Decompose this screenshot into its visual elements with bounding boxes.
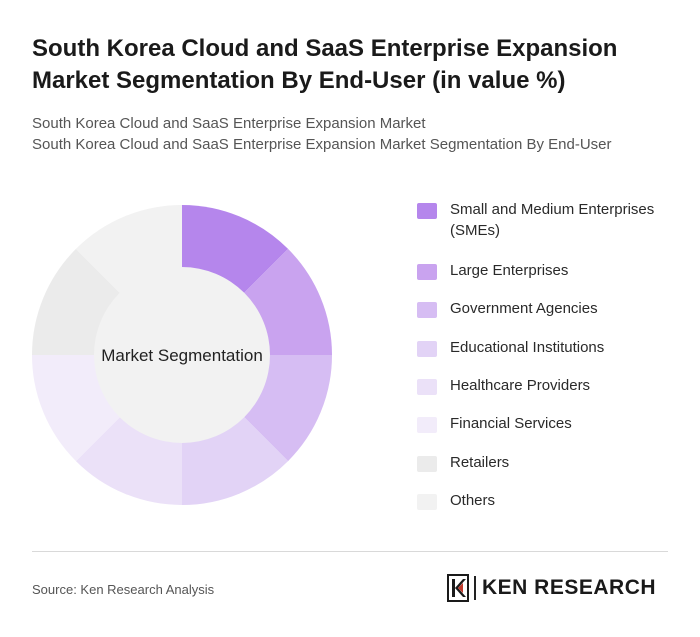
subtitle-line-1: South Korea Cloud and SaaS Enterprise Ex… (32, 115, 426, 132)
legend-swatch (417, 203, 437, 219)
legend-swatch (417, 264, 437, 280)
legend-swatch (417, 379, 437, 395)
legend-item: Large Enterprises (417, 260, 670, 281)
ken-research-logo-icon (447, 574, 469, 602)
legend-label: Educational Institutions (450, 339, 605, 356)
center-label: Market Segmentation (101, 346, 263, 365)
legend-swatch (417, 302, 437, 318)
logo-separator (474, 576, 476, 600)
legend-label: Others (450, 492, 496, 509)
legend-label: Retailers (450, 454, 510, 471)
donut-center (94, 267, 270, 443)
source-note: Source: Ken Research Analysis (32, 582, 215, 597)
legend-item: Retailers (417, 452, 670, 473)
legend-swatch (417, 417, 437, 433)
legend-swatch (417, 341, 437, 357)
legend-label: Large Enterprises (450, 262, 569, 279)
ken-research-logo: KEN RESEARCH (447, 574, 656, 602)
donut-chart: Market Segmentation (31, 204, 333, 506)
legend-label: Government Agencies (450, 300, 598, 317)
logo-wordmark: KEN RESEARCH (482, 576, 657, 599)
chart-subtitle: South Korea Cloud and SaaS Enterprise Ex… (32, 113, 672, 155)
legend-swatch (417, 456, 437, 472)
legend-label: Financial Services (450, 415, 572, 432)
chart-title: South Korea Cloud and SaaS Enterprise Ex… (32, 35, 618, 94)
legend-item: Educational Institutions (417, 337, 670, 358)
donut-chart-svg: Market Segmentation (32, 205, 332, 505)
legend-item: Financial Services (417, 413, 670, 434)
legend-item: Others (417, 490, 670, 511)
legend-swatch (417, 494, 437, 510)
subtitle-line-2: South Korea Cloud and SaaS Enterprise Ex… (32, 136, 612, 153)
legend-label: Healthcare Providers (450, 377, 591, 394)
legend-item: Healthcare Providers (417, 375, 670, 396)
legend-item: Government Agencies (417, 298, 670, 319)
legend-label: Small and Medium Enterprises (SMEs) (450, 201, 655, 239)
legend-item: Small and Medium Enterprises (SMEs) (417, 199, 670, 241)
footer-divider (32, 551, 668, 552)
